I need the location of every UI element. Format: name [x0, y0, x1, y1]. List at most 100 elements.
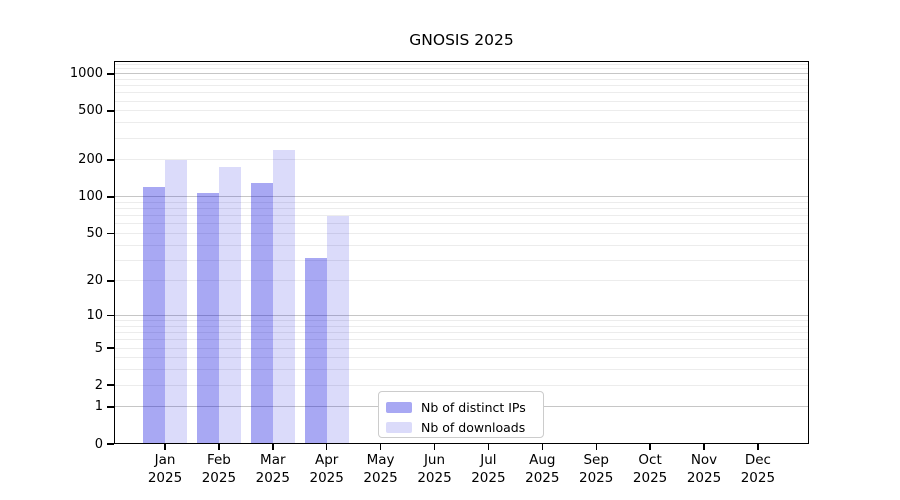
x-tick — [272, 444, 274, 450]
x-tick — [595, 444, 597, 450]
bar-apr-downloads — [326, 215, 349, 444]
gridline-minor — [114, 347, 809, 349]
y-tick — [107, 314, 114, 317]
gridline-minor — [114, 159, 809, 161]
gridline-minor — [114, 280, 809, 282]
x-tick — [487, 444, 490, 450]
x-tick-year: 2025 — [255, 469, 290, 486]
y-tick — [107, 384, 114, 386]
gridline-minor — [114, 92, 809, 94]
gridline-major — [114, 73, 809, 75]
y-tick — [107, 443, 114, 445]
gridline-minor — [114, 384, 809, 386]
bar-apr-distinct-ips — [304, 258, 327, 444]
chart-title: GNOSIS 2025 — [409, 31, 514, 49]
x-tick-label: Dec 2025 — [718, 452, 798, 487]
x-tick-year: 2025 — [525, 469, 560, 486]
legend-item-distinct-ips: Nb of distinct IPs — [386, 397, 543, 417]
y-tick — [107, 406, 114, 408]
gridline-minor — [114, 259, 809, 261]
y-tick-label: 2 — [94, 377, 103, 393]
x-tick — [541, 444, 543, 450]
x-tick-year: 2025 — [417, 469, 452, 486]
x-tick-year: 2025 — [309, 469, 344, 486]
y-tick-label: 1 — [94, 399, 103, 415]
gridline-minor — [114, 110, 809, 112]
x-tick-month: Oct — [638, 452, 662, 468]
x-tick — [703, 444, 705, 450]
x-tick-month: Jul — [480, 452, 497, 468]
x-tick-label: Sep 2025 — [556, 452, 636, 487]
bar-jan-downloads — [165, 159, 187, 444]
plot-area — [114, 61, 809, 444]
gridline-minor — [114, 215, 809, 217]
bar-feb-downloads — [218, 166, 241, 444]
y-tick-label: 500 — [78, 103, 103, 119]
gridline-minor — [114, 325, 809, 327]
gridline-minor — [114, 208, 809, 209]
gridline-minor — [114, 339, 809, 341]
y-tick — [107, 232, 114, 235]
bar-feb-distinct-ips — [196, 193, 219, 444]
x-tick-month: Apr — [315, 452, 339, 468]
x-tick-month: Dec — [744, 452, 771, 468]
y-tick-label: 100 — [78, 189, 103, 205]
x-tick-month: Mar — [260, 452, 286, 468]
x-tick-month: Nov — [690, 452, 718, 468]
legend-label-downloads: Nb of downloads — [421, 419, 526, 435]
y-tick-label: 10 — [86, 308, 103, 323]
x-tick-label: Oct 2025 — [610, 452, 690, 487]
gridline-minor — [114, 100, 809, 102]
x-tick-month: Aug — [529, 452, 556, 468]
gridline-major — [114, 196, 809, 198]
y-tick-label: 200 — [78, 152, 103, 168]
y-tick-label: 50 — [86, 225, 103, 241]
x-tick-month: Jun — [423, 452, 446, 468]
y-tick — [107, 159, 114, 161]
x-tick-label: May 2025 — [341, 452, 421, 487]
x-tick-month: May — [366, 452, 395, 468]
gridline-minor — [114, 244, 809, 246]
x-tick-label: Feb 2025 — [179, 452, 259, 487]
x-tick-year: 2025 — [740, 469, 776, 486]
x-tick-year: 2025 — [201, 469, 237, 486]
x-tick — [649, 444, 651, 450]
x-tick-label: Aug 2025 — [502, 452, 582, 487]
legend-swatch-distinct-ips — [386, 401, 412, 413]
x-tick — [757, 444, 759, 450]
y-tick-label: 20 — [86, 273, 103, 289]
x-tick-month: Jan — [154, 452, 176, 468]
x-tick-label: Apr 2025 — [287, 452, 367, 487]
x-tick-month: Sep — [583, 452, 609, 468]
x-tick-label: Jan 2025 — [125, 452, 205, 487]
y-tick-label: 5 — [94, 340, 103, 356]
x-tick-month: Feb — [206, 452, 231, 468]
y-tick-label: 0 — [94, 436, 103, 452]
bar-mar-downloads — [272, 150, 295, 444]
gridline-minor — [114, 232, 809, 234]
gridline-minor — [114, 332, 809, 334]
gridline-minor — [114, 68, 809, 70]
legend-item-downloads: Nb of downloads — [386, 417, 543, 437]
x-tick-year: 2025 — [579, 469, 614, 486]
x-tick-year: 2025 — [471, 469, 506, 486]
y-tick-label: 1000 — [69, 66, 103, 82]
bar-jan-distinct-ips — [143, 187, 165, 444]
x-tick — [325, 444, 328, 450]
legend-swatch-downloads — [386, 421, 412, 433]
gridline-minor — [114, 78, 809, 80]
x-tick-year: 2025 — [363, 469, 398, 486]
x-tick — [379, 444, 382, 450]
gridline-minor — [114, 369, 809, 371]
x-tick-year: 2025 — [632, 469, 668, 486]
gridline-minor — [114, 137, 809, 139]
gridline-minor — [114, 85, 809, 87]
gridline-minor — [114, 320, 809, 322]
x-tick — [164, 444, 166, 450]
x-tick-label: Mar 2025 — [233, 452, 313, 487]
gridline-minor — [114, 201, 809, 203]
gridline-minor — [114, 122, 809, 124]
bar-mar-distinct-ips — [250, 182, 273, 444]
x-tick-year: 2025 — [686, 469, 722, 486]
legend: Nb of distinct IPs Nb of downloads — [378, 391, 544, 438]
